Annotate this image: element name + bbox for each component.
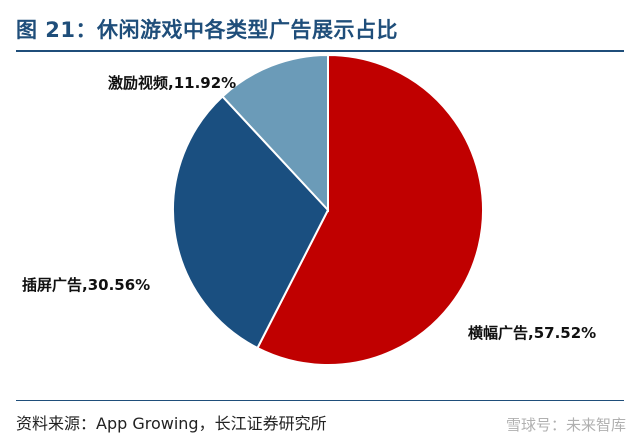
footer-divider [16,400,624,401]
pie-slice-2 [172,95,330,350]
pie-slice-1 [256,53,484,366]
watermark: 雪球号：未来智库 [505,416,626,434]
title-divider [16,50,624,52]
pie-slice-3 [221,53,329,213]
pie-slices [172,53,484,366]
pie-slice-label-1: 横幅广告,57.52% [468,324,596,342]
pie-slice-label-3: 激励视频,11.92% [108,74,236,92]
page-title: 图 21：休闲游戏中各类型广告展示占比 [16,18,399,42]
pie-chart: 横幅广告,57.52% 插屏广告,30.56% 激励视频,11.92% [22,53,596,366]
pie-slice-label-2: 插屏广告,30.56% [22,276,150,294]
source-note: 资料来源：App Growing，长江证券研究所 [16,414,327,433]
pie-labels: 横幅广告,57.52% 插屏广告,30.56% 激励视频,11.92% [22,74,596,342]
